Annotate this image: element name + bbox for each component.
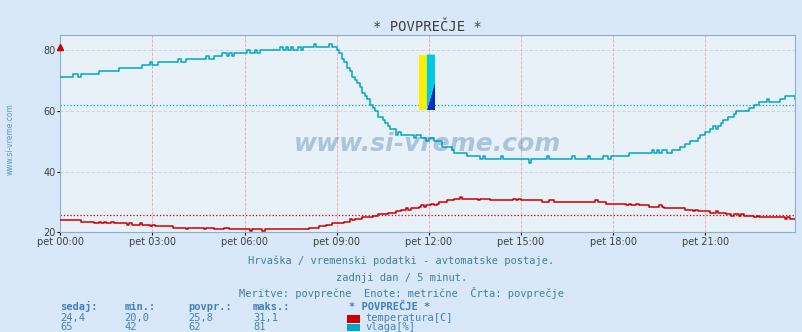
Text: maks.:: maks.: bbox=[253, 302, 290, 312]
Text: temperatura[C]: temperatura[C] bbox=[365, 313, 452, 323]
Text: min.:: min.: bbox=[124, 302, 156, 312]
Text: Meritve: povprečne  Enote: metrične  Črta: povprečje: Meritve: povprečne Enote: metrične Črta:… bbox=[239, 287, 563, 299]
Text: 31,1: 31,1 bbox=[253, 313, 277, 323]
Text: 65: 65 bbox=[60, 322, 73, 332]
FancyBboxPatch shape bbox=[419, 55, 427, 110]
Text: Hrvaška / vremenski podatki - avtomatske postaje.: Hrvaška / vremenski podatki - avtomatske… bbox=[248, 255, 554, 266]
Polygon shape bbox=[427, 82, 435, 110]
Text: www.si-vreme.com: www.si-vreme.com bbox=[294, 131, 561, 155]
Text: www.si-vreme.com: www.si-vreme.com bbox=[6, 104, 15, 175]
Text: 20,0: 20,0 bbox=[124, 313, 149, 323]
Text: zadnji dan / 5 minut.: zadnji dan / 5 minut. bbox=[335, 273, 467, 283]
Text: * POVPREČJE *: * POVPREČJE * bbox=[349, 302, 430, 312]
Text: 62: 62 bbox=[188, 322, 201, 332]
Polygon shape bbox=[427, 55, 435, 110]
Text: povpr.:: povpr.: bbox=[188, 302, 232, 312]
Text: 25,8: 25,8 bbox=[188, 313, 213, 323]
Text: sedaj:: sedaj: bbox=[60, 301, 98, 312]
Title: * POVPREČJE *: * POVPREČJE * bbox=[373, 20, 481, 34]
Text: 81: 81 bbox=[253, 322, 265, 332]
Text: 42: 42 bbox=[124, 322, 137, 332]
Text: vlaga[%]: vlaga[%] bbox=[365, 322, 415, 332]
Text: 24,4: 24,4 bbox=[60, 313, 85, 323]
